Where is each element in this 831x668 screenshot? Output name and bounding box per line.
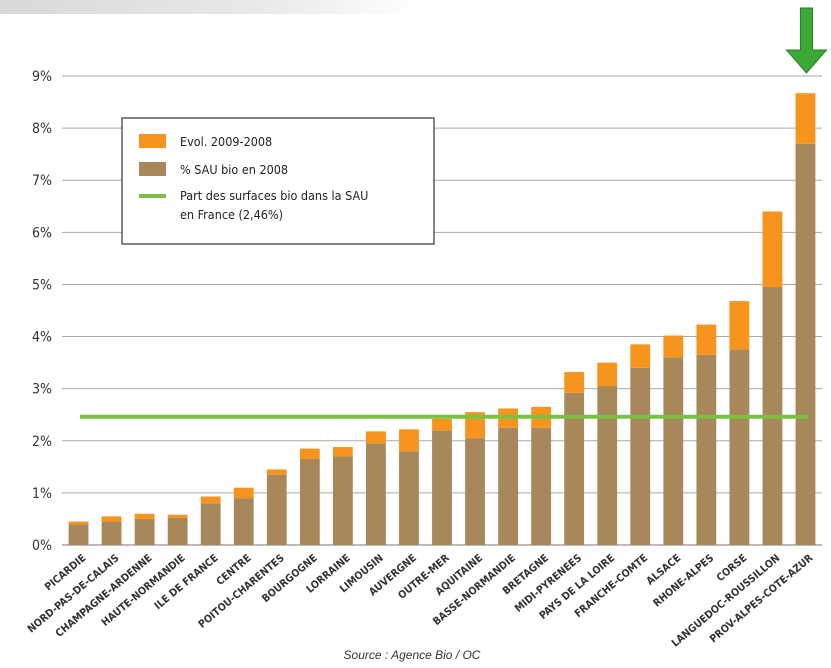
bar-sau-2008 <box>498 427 518 545</box>
bar-sau-2008 <box>200 503 221 545</box>
bar-evol-2009-2008 <box>729 301 750 350</box>
y-tick-label: 7% <box>32 173 52 189</box>
y-tick-label: 0% <box>32 538 52 554</box>
bar-sau-2008 <box>465 438 485 545</box>
bar-sau-2008 <box>299 459 320 545</box>
legend-swatch-evol <box>139 134 166 148</box>
legend-label-evol: Evol. 2009-2008 <box>180 134 272 149</box>
source-note: Source : Agence Bio / OC <box>344 648 481 662</box>
arrow-shape <box>785 7 828 74</box>
bar-sau-2008 <box>630 367 651 545</box>
bar-evol-2009-2008 <box>399 429 419 452</box>
bar-evol-2009-2008 <box>366 431 386 444</box>
bar-evol-2009-2008 <box>101 516 122 522</box>
legend-swatch-reference <box>139 194 166 198</box>
bar-evol-2009-2008 <box>762 211 783 288</box>
bar-evol-2009-2008 <box>200 496 221 504</box>
bar-sau-2008 <box>663 357 684 545</box>
bar-evol-2009-2008 <box>134 513 155 519</box>
bar-sau-2008 <box>233 498 254 545</box>
y-tick-label: 1% <box>32 486 52 502</box>
bar-evol-2009-2008 <box>266 469 287 475</box>
bar-sau-2008 <box>167 517 188 545</box>
y-tick-label: 8% <box>32 121 52 137</box>
legend-swatch-sau <box>139 162 166 176</box>
bar-sau-2008 <box>134 518 155 545</box>
bar-sau-2008 <box>564 392 585 545</box>
bar-evol-2009-2008 <box>299 448 320 460</box>
bar-evol-2009-2008 <box>167 514 188 518</box>
bar-sau-2008 <box>597 386 618 545</box>
legend-box <box>121 117 435 245</box>
bar-evol-2009-2008 <box>630 344 651 368</box>
y-axis: 0% 1% 2% 3% 4% 5% 6% 7% 8% 9% <box>32 69 52 554</box>
bars <box>68 93 816 545</box>
legend-label-reference: Part des surfaces bio dans la SAU en Fran… <box>180 188 368 222</box>
y-tick-label: 5% <box>32 277 52 293</box>
y-tick-label: 2% <box>32 434 52 450</box>
y-tick-label: 9% <box>32 69 52 85</box>
bar-sau-2008 <box>366 443 386 545</box>
bar-sau-2008 <box>332 456 353 545</box>
bar-sau-2008 <box>795 143 816 545</box>
x-axis-labels: PICARDIENORD-PAS-DE-CALAISCHAMPAGNE-ARDE… <box>25 552 815 650</box>
x-tick-label: RHONE-ALPES <box>651 552 716 610</box>
bar-evol-2009-2008 <box>597 362 618 387</box>
bar-sau-2008 <box>266 474 287 545</box>
bar-evol-2009-2008 <box>332 447 353 457</box>
bar-sau-2008 <box>531 427 552 545</box>
bar-evol-2009-2008 <box>68 521 89 525</box>
legend-label-sau: % SAU bio en 2008 <box>180 162 288 177</box>
bar-evol-2009-2008 <box>233 487 254 499</box>
bar-sau-2008 <box>432 430 452 545</box>
bar-evol-2009-2008 <box>696 324 717 355</box>
bar-sau-2008 <box>68 524 89 545</box>
y-tick-label: 3% <box>32 382 52 398</box>
legend: Evol. 2009-2008 % SAU bio en 2008 Part d… <box>121 117 435 245</box>
y-tick-label: 4% <box>32 330 52 346</box>
bar-sau-2008 <box>696 354 717 545</box>
y-tick-label: 6% <box>32 225 52 241</box>
bar-evol-2009-2008 <box>795 93 816 144</box>
bar-sau-2008 <box>729 349 750 545</box>
highlight-arrow-icon <box>785 7 828 74</box>
bar-sau-2008 <box>101 521 122 545</box>
bar-evol-2009-2008 <box>564 371 585 393</box>
bar-evol-2009-2008 <box>663 335 684 358</box>
bar-sau-2008 <box>399 451 419 545</box>
header-strip <box>0 0 420 14</box>
bar-evol-2009-2008 <box>432 418 452 431</box>
